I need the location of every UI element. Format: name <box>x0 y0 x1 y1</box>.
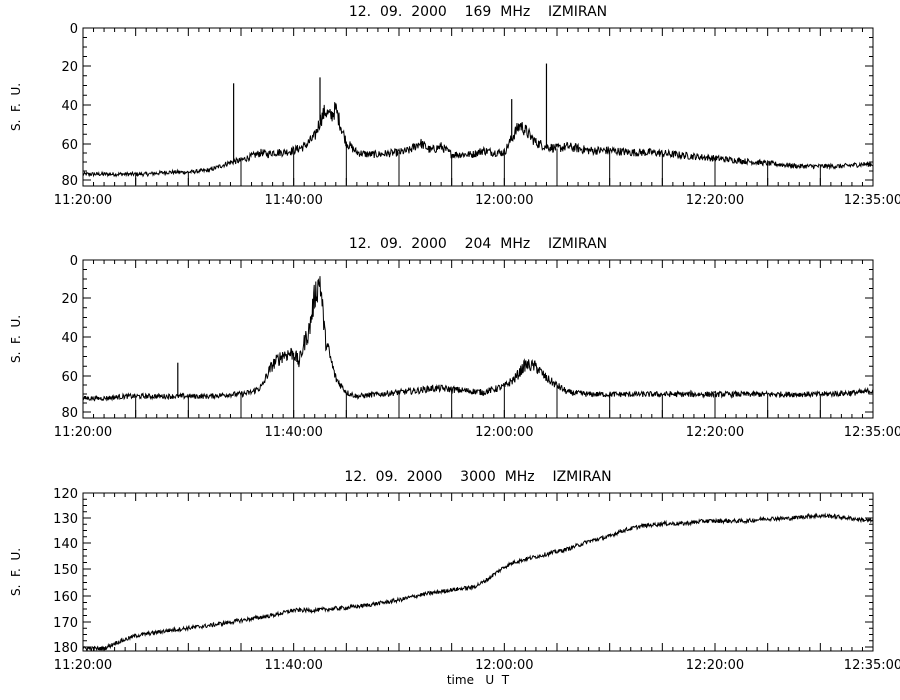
plot-frame <box>82 492 874 652</box>
y-tick-label: 40 <box>61 99 78 114</box>
y-tick-label: 60 <box>61 138 78 153</box>
y-tick-label: 170 <box>53 616 78 631</box>
plot-frame <box>82 259 874 419</box>
x-tick-label: 11:20:00 <box>54 658 112 673</box>
y-tick-label: 80 <box>61 174 78 189</box>
series-line <box>82 276 874 402</box>
plot-frame <box>82 27 874 187</box>
x-tick-label: 12:35:00 <box>844 193 900 208</box>
x-tick-label: 12:20:00 <box>686 193 744 208</box>
y-tick-label: 160 <box>53 590 78 605</box>
chart-panel-169mhz: 12. 09. 2000 169 MHz IZMIRAN S. F. U. 0 20 4… <box>9 4 900 208</box>
y-axis-label: S. F. U. <box>9 83 23 131</box>
x-tick-label: 12:00:00 <box>475 193 533 208</box>
x-tick-label: 11:20:00 <box>54 425 112 440</box>
x-tick-label: 11:40:00 <box>264 425 322 440</box>
y-tick-label: 20 <box>61 60 78 75</box>
y-tick-label: 140 <box>53 537 78 552</box>
x-tick-label: 11:20:00 <box>54 193 112 208</box>
y-axis-label: S. F. U. <box>9 315 23 363</box>
y-tick-label: 0 <box>70 22 78 37</box>
chart-title: 12. 09. 2000 204 MHz IZMIRAN <box>349 236 607 252</box>
x-tick-label: 12:35:00 <box>844 425 900 440</box>
x-tick-label: 12:20:00 <box>686 425 744 440</box>
y-tick-label: 150 <box>53 563 78 578</box>
chart-panel-204mhz: 12. 09. 2000 204 MHz IZMIRAN S. F. U. 0 20 4… <box>9 236 900 440</box>
y-tick-label: 40 <box>61 331 78 346</box>
series-line <box>82 512 874 652</box>
y-tick-label: 120 <box>53 487 78 502</box>
y-tick-label: 60 <box>61 370 78 385</box>
y-tick-label: 130 <box>53 512 78 527</box>
y-tick-label: 180 <box>53 641 78 656</box>
y-tick-label: 80 <box>61 406 78 421</box>
y-tick-label: 0 <box>70 254 78 269</box>
x-tick-label: 12:00:00 <box>475 658 533 673</box>
y-axis-label: S. F. U. <box>9 548 23 596</box>
x-tick-label: 12:35:00 <box>844 658 900 673</box>
chart-panel-3000mhz: 12. 09. 2000 3000 MHz IZMIRAN S. F. U. 120… <box>9 469 900 687</box>
series-line <box>82 102 874 178</box>
chart-title: 12. 09. 2000 3000 MHz IZMIRAN <box>344 469 611 485</box>
x-axis-label: time U T <box>447 673 510 687</box>
x-tick-label: 12:00:00 <box>475 425 533 440</box>
x-tick-label: 11:40:00 <box>264 658 322 673</box>
chart-title: 12. 09. 2000 169 MHz IZMIRAN <box>349 4 607 20</box>
x-tick-label: 11:40:00 <box>264 193 322 208</box>
x-tick-label: 12:20:00 <box>686 658 744 673</box>
y-tick-label: 20 <box>61 292 78 307</box>
